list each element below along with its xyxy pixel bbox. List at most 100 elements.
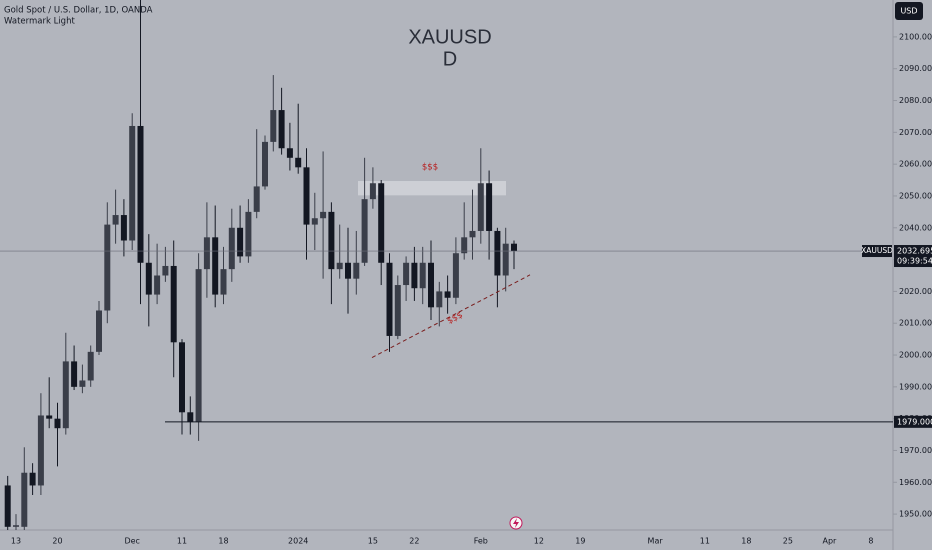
- candle-body: [511, 243, 517, 252]
- y-tick-label: 2060.000: [899, 160, 932, 169]
- candle-body: [253, 186, 260, 212]
- candle-body: [286, 148, 293, 158]
- currency-label[interactable]: USD: [900, 7, 917, 16]
- y-tick-label: 2080.000: [899, 96, 932, 105]
- candle-body: [403, 262, 410, 286]
- candle-body: [452, 253, 459, 298]
- annotation: $$$: [446, 310, 465, 326]
- event-icon-bolt: [513, 518, 519, 528]
- candle-body: [345, 262, 351, 279]
- y-tick-label: 2050.000: [899, 191, 932, 200]
- x-tick-label: 13: [11, 537, 21, 546]
- y-tick-label: 1990.000: [899, 382, 932, 391]
- candle-body: [37, 415, 44, 486]
- candle-body: [411, 262, 418, 289]
- candle-body: [13, 525, 19, 527]
- candle-body: [237, 227, 244, 257]
- annotation: $$$: [422, 163, 438, 173]
- candle-body: [71, 361, 78, 387]
- candle-body: [494, 230, 501, 276]
- candle-body: [145, 262, 152, 295]
- candle-body: [461, 237, 468, 254]
- x-tick-label: 15: [368, 537, 378, 546]
- candle-body: [187, 412, 194, 422]
- candle-body: [104, 224, 111, 311]
- candle-body: [112, 215, 119, 225]
- candle-body: [270, 110, 277, 142]
- candle-body: [170, 265, 177, 343]
- currency-button[interactable]: [895, 2, 923, 20]
- trendline: [371, 274, 531, 359]
- x-tick-label: 20: [52, 537, 62, 546]
- level-label: 1979.000: [897, 417, 932, 426]
- candle-body: [228, 227, 235, 270]
- candle-body: [262, 141, 268, 187]
- candle-body: [62, 361, 69, 429]
- candle-body: [486, 183, 493, 231]
- candle-body: [336, 262, 343, 270]
- y-tick-label: 2020.000: [899, 287, 932, 296]
- y-tick-label: 2070.000: [899, 128, 932, 137]
- candle-body: [361, 199, 368, 263]
- candle-body: [29, 472, 36, 486]
- y-tick-label: 2040.000: [899, 223, 932, 232]
- x-tick-label: 2024: [288, 537, 308, 546]
- candle-body: [419, 262, 426, 289]
- watermark-interval: D: [443, 48, 457, 70]
- y-tick-label: 2090.000: [899, 64, 932, 73]
- watermark-title: XAUUSD: [408, 26, 491, 48]
- last-price-label: 2032.695: [897, 247, 932, 256]
- x-tick-label: 12: [534, 537, 544, 546]
- candle-body: [179, 342, 185, 413]
- candle-body: [87, 351, 94, 381]
- x-tick-label: Apr: [822, 537, 837, 546]
- candle-body: [394, 285, 401, 336]
- candle-body: [21, 472, 28, 527]
- level-tag: [894, 415, 932, 428]
- candle-body: [212, 237, 219, 295]
- candle-body: [311, 218, 318, 225]
- y-tick-label: 2000.000: [899, 351, 932, 360]
- x-tick-label: 19: [575, 537, 585, 546]
- candle-body: [154, 275, 161, 295]
- x-tick-label: 8: [868, 537, 873, 546]
- x-tick-label: Feb: [474, 537, 488, 546]
- candle-body: [96, 310, 102, 352]
- candle-body: [436, 291, 443, 308]
- plot-area: [4, 0, 893, 530]
- countdown-label: 09:39:54: [897, 257, 932, 266]
- candle-body: [303, 167, 310, 225]
- x-tick-label: 11: [177, 537, 187, 546]
- candle-body: [120, 215, 127, 241]
- x-tick-label: Mar: [648, 537, 664, 546]
- candle-body: [428, 262, 434, 308]
- candle-body: [386, 262, 393, 336]
- x-tick-label: 18: [741, 537, 751, 546]
- candle-body: [137, 125, 144, 263]
- y-tick-label: 1960.000: [899, 478, 932, 487]
- candle-body: [502, 243, 509, 276]
- candle-body: [444, 291, 451, 298]
- candle-body: [477, 183, 484, 231]
- candle-body: [353, 262, 360, 279]
- candle-body: [203, 237, 210, 270]
- y-tick-label: 1970.000: [899, 446, 932, 455]
- candle-body: [369, 183, 376, 200]
- indicator-label: Watermark Light: [4, 17, 75, 27]
- candle-body: [220, 269, 227, 295]
- last-price-tag: [894, 245, 932, 268]
- candle-body: [195, 269, 202, 422]
- symbol-tag: [862, 245, 892, 258]
- x-tick-label: 25: [783, 537, 793, 546]
- y-tick-label: 1950.000: [899, 510, 932, 519]
- symbol-header: Gold Spot / U.S. Dollar, 1D, OANDA: [4, 6, 153, 16]
- candle-body: [79, 380, 86, 387]
- candle-body: [469, 230, 476, 238]
- candle-body: [320, 211, 327, 219]
- y-tick-label: 2100.000: [899, 32, 932, 41]
- x-tick-label: 11: [700, 537, 710, 546]
- candle-body: [54, 418, 61, 429]
- candle-body: [278, 110, 285, 149]
- candle-body: [129, 125, 136, 241]
